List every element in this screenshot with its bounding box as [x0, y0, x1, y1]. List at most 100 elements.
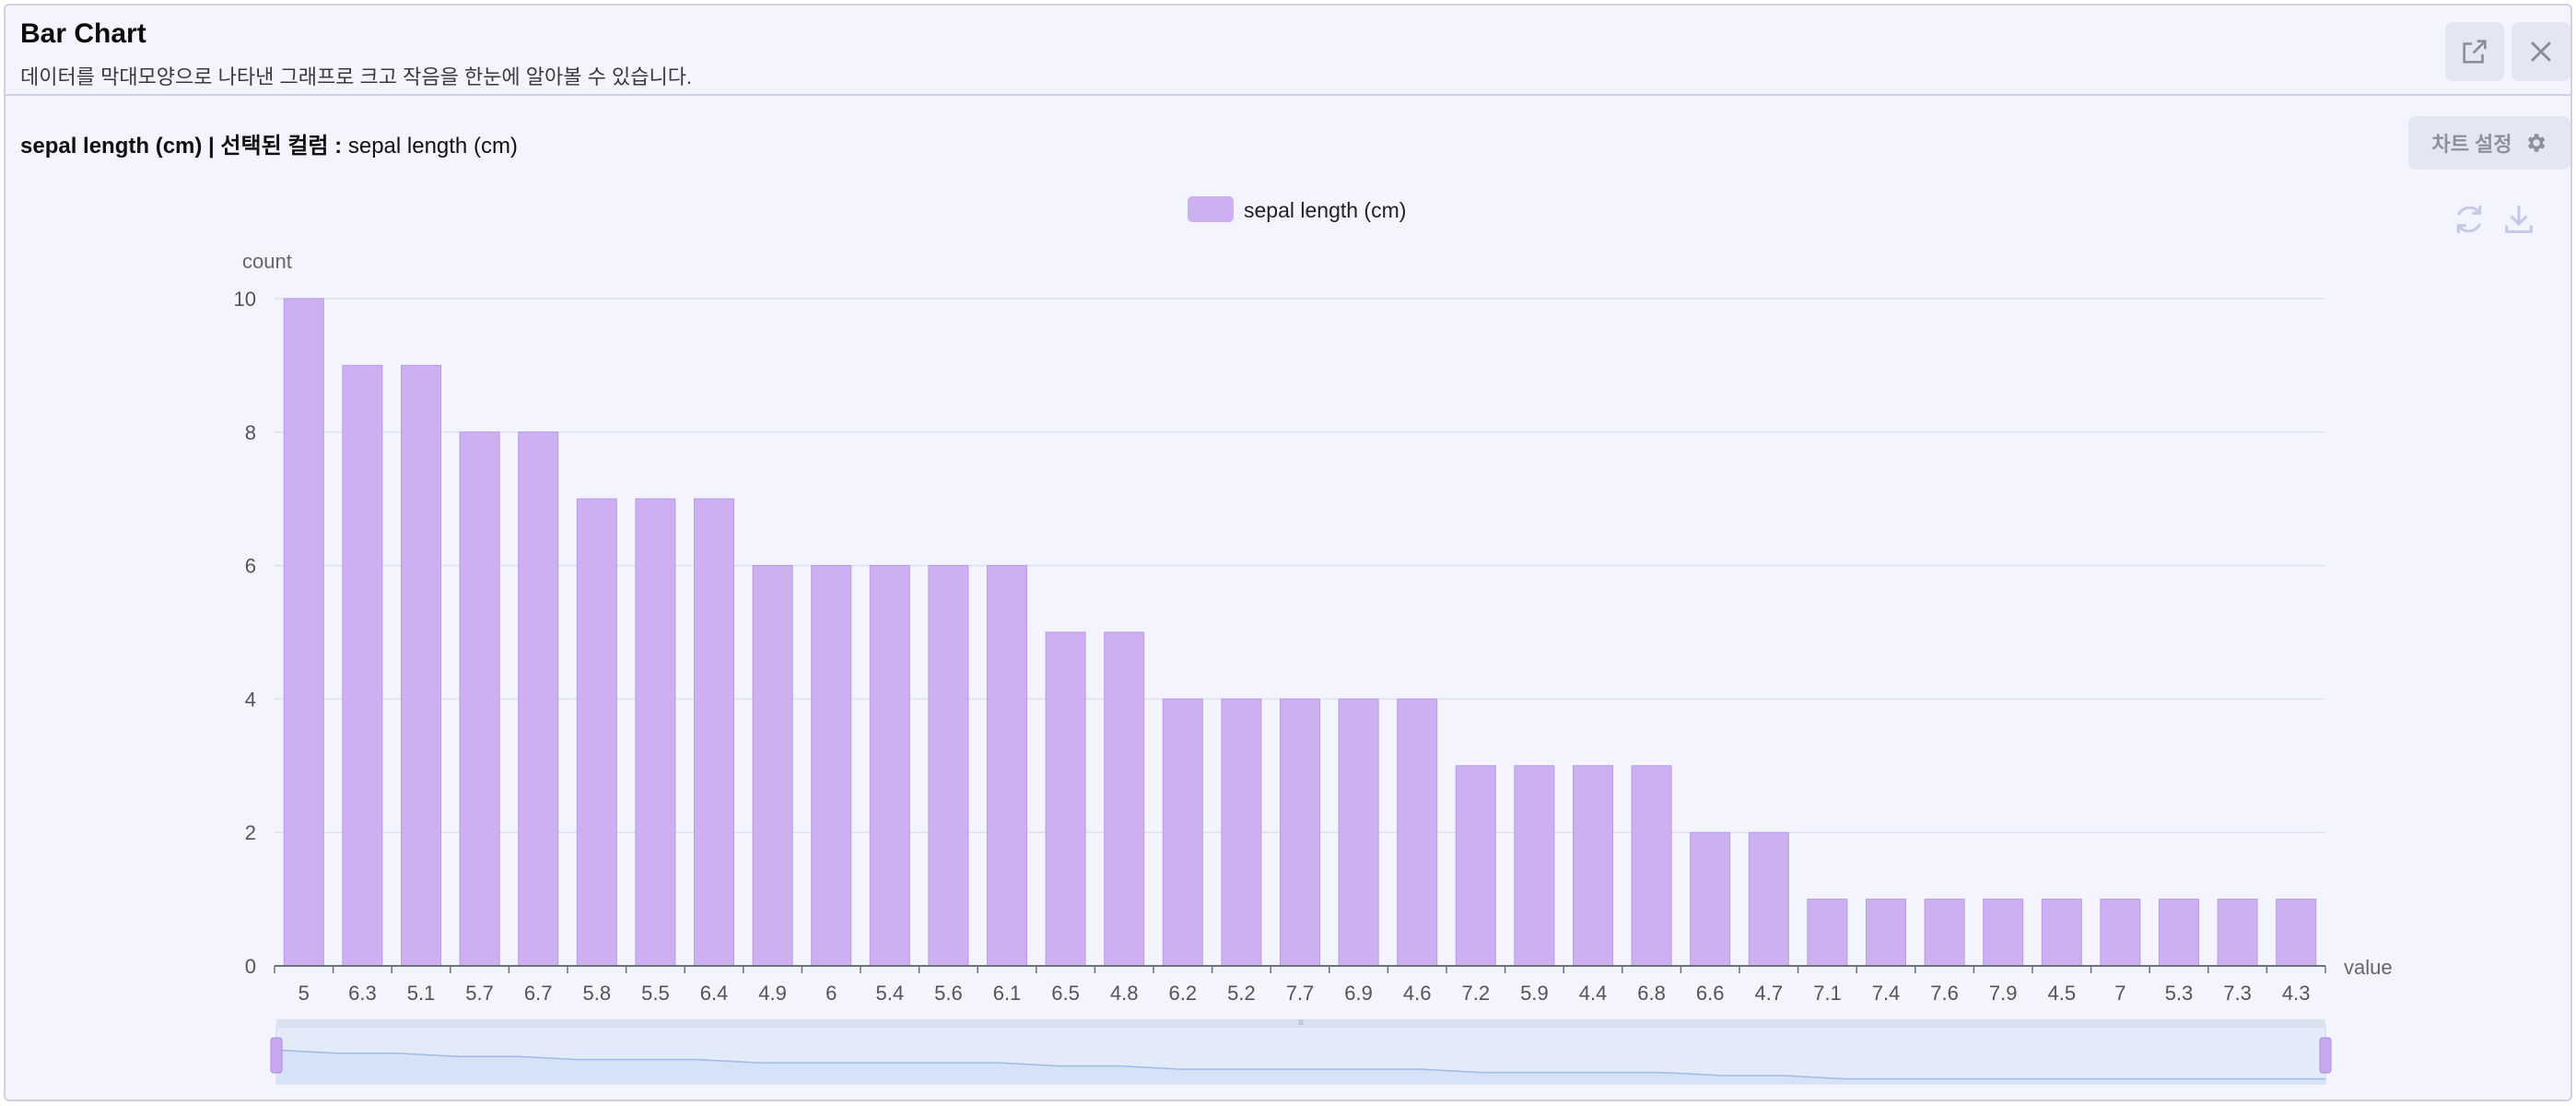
- legend-label: sepal length (cm): [1244, 198, 1406, 222]
- x-tick-label: 4.4: [1579, 982, 1608, 1005]
- x-tick-label: 5.4: [876, 982, 905, 1005]
- open-external-button[interactable]: [2445, 22, 2504, 81]
- x-tick-label: 5.9: [1520, 982, 1549, 1005]
- download-icon[interactable]: [2500, 201, 2537, 238]
- x-tick-label: 4.3: [2282, 982, 2311, 1005]
- bar[interactable]: [1338, 698, 1379, 967]
- zoom-drag-bar[interactable]: [276, 1019, 2325, 1029]
- refresh-icon[interactable]: [2451, 201, 2488, 238]
- bar[interactable]: [1983, 899, 2024, 967]
- x-tick-label: 7.7: [1286, 982, 1315, 1005]
- bar[interactable]: [1221, 698, 1262, 967]
- x-tick-label: 5.5: [641, 982, 670, 1005]
- bar[interactable]: [1280, 698, 1320, 967]
- bar[interactable]: [459, 431, 500, 967]
- x-tick-label: 6.6: [1696, 982, 1725, 1005]
- zoom-preview-area: [276, 1050, 2325, 1084]
- chart-settings-button[interactable]: 차트 설정: [2408, 116, 2570, 170]
- bar[interactable]: [1455, 765, 1496, 967]
- x-tick-label: 7.9: [1989, 982, 2018, 1005]
- x-tick-label: 6.1: [993, 982, 1022, 1005]
- bar-chart: sepal length (cm) count value 0 2 4 6 8 10 5 6…: [234, 196, 2393, 1085]
- chart-settings-label: 차트 설정: [2431, 133, 2512, 156]
- y-tick-label: 10: [234, 288, 256, 311]
- x-tick-label: 7.4: [1872, 982, 1901, 1005]
- bar[interactable]: [1690, 831, 1731, 967]
- bar[interactable]: [1397, 698, 1438, 967]
- x-tick-label: 4.8: [1110, 982, 1139, 1005]
- bar[interactable]: [576, 498, 617, 967]
- bar[interactable]: [1045, 631, 1086, 967]
- x-axis-name: value: [2344, 956, 2393, 979]
- page-title: Bar Chart: [20, 18, 146, 49]
- y-tick-label: 2: [245, 821, 256, 844]
- bar[interactable]: [518, 431, 559, 967]
- page-subtitle: 데이터를 막대모양으로 나타낸 그래프로 크고 작음을 한눈에 알아볼 수 있습…: [20, 65, 693, 88]
- bar[interactable]: [2217, 899, 2258, 967]
- x-tick-label: 6.8: [1637, 982, 1666, 1005]
- x-tick-label: 6.2: [1169, 982, 1198, 1005]
- bar[interactable]: [2100, 899, 2141, 967]
- x-tick-label: 5.6: [934, 982, 963, 1005]
- close-icon: [2531, 41, 2551, 62]
- bar[interactable]: [2159, 899, 2199, 967]
- bar[interactable]: [1807, 899, 1848, 967]
- selected-column-label: | 선택된 컬럼 :: [208, 134, 343, 159]
- x-tick-label: 4.9: [758, 982, 787, 1005]
- bar[interactable]: [987, 565, 1027, 967]
- bar[interactable]: [1514, 765, 1555, 967]
- bar[interactable]: [1573, 765, 1613, 967]
- panel-header: Bar Chart 데이터를 막대모양으로 나타낸 그래프로 크고 작음을 한눈…: [6, 6, 2570, 96]
- bar[interactable]: [1748, 831, 1789, 967]
- bar[interactable]: [1162, 698, 1203, 967]
- bar[interactable]: [1866, 899, 1906, 967]
- y-tick-label: 4: [245, 688, 256, 711]
- bar[interactable]: [928, 565, 969, 967]
- data-zoom-slider[interactable]: ≡: [270, 1016, 2332, 1085]
- x-tick-label: 6.4: [700, 982, 729, 1005]
- bars: [283, 298, 2317, 967]
- zoom-preview-line: [275, 1049, 2325, 1080]
- zoom-handle[interactable]: [2319, 1037, 2332, 1074]
- x-tick-label: 5.8: [583, 982, 612, 1005]
- zoom-handle[interactable]: [270, 1037, 283, 1074]
- bar[interactable]: [811, 565, 852, 967]
- x-tick-label: 6.3: [348, 982, 377, 1005]
- x-tick-label: 6.9: [1344, 982, 1373, 1005]
- bar[interactable]: [1104, 631, 1145, 967]
- bar[interactable]: [1631, 765, 1672, 967]
- x-tick-label: 5.1: [407, 982, 436, 1005]
- bar[interactable]: [635, 498, 676, 967]
- y-tick-label: 0: [245, 955, 256, 978]
- bar[interactable]: [342, 364, 383, 967]
- x-tick-label: 4.5: [2048, 982, 2077, 1005]
- section-title: sepal length (cm) | 선택된 컬럼 : sepal lengt…: [20, 127, 518, 159]
- x-tick-label: 5.3: [2165, 982, 2194, 1005]
- x-tick-label: 4.6: [1403, 982, 1432, 1005]
- bar[interactable]: [1924, 899, 1965, 967]
- bar[interactable]: [694, 498, 734, 967]
- chart-legend[interactable]: sepal length (cm): [1188, 196, 1406, 222]
- gear-icon: [2527, 134, 2545, 152]
- x-tick-label: 6.5: [1051, 982, 1080, 1005]
- zoom-grip-icon[interactable]: ≡: [1297, 1016, 1304, 1029]
- bar[interactable]: [2276, 899, 2317, 967]
- legend-swatch: [1188, 196, 1234, 222]
- close-button[interactable]: [2512, 22, 2570, 81]
- external-link-icon: [2463, 40, 2487, 64]
- x-tick-label: 6: [825, 982, 837, 1005]
- y-tick-label: 6: [245, 555, 256, 578]
- bar[interactable]: [2041, 899, 2082, 967]
- x-tick-label: 7.6: [1930, 982, 1959, 1005]
- x-tick-label: 5: [299, 982, 310, 1005]
- bar[interactable]: [752, 565, 793, 967]
- y-axis-ticks: 0 2 4 6 8 10: [234, 288, 256, 978]
- x-axis: 5 6.3 5.1 5.7 6.7 5.8 5.5 6.4 4.9 6 5.4 5.6 6.1 6.5 4.…: [274, 965, 2326, 1005]
- x-tick-label: 7.2: [1462, 982, 1491, 1005]
- x-tick-label: 7.3: [2223, 982, 2252, 1005]
- bar[interactable]: [283, 298, 324, 967]
- bar[interactable]: [869, 565, 910, 967]
- bar[interactable]: [401, 364, 441, 967]
- y-axis-name: count: [242, 250, 292, 273]
- column-name: sepal length (cm): [20, 134, 203, 159]
